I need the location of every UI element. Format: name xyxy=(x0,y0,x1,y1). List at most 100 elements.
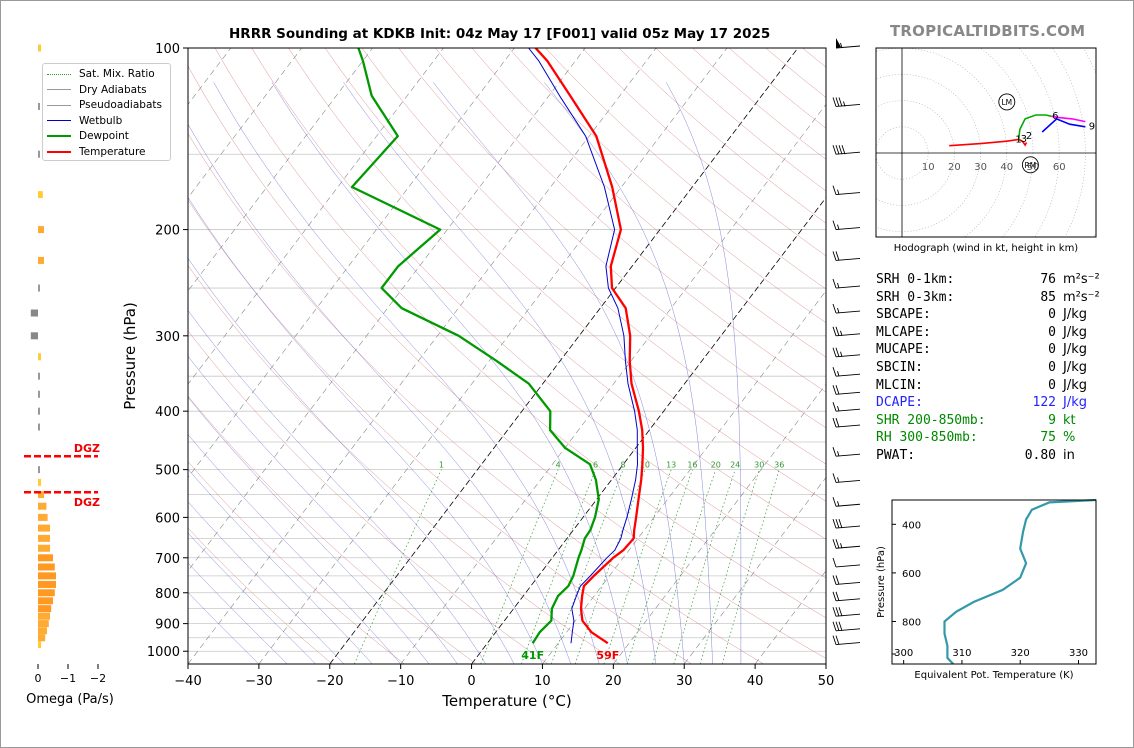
dry-adiabat xyxy=(214,48,826,619)
theta-e-frame xyxy=(891,499,1097,665)
omega-bar xyxy=(38,284,40,292)
stat-label: SBCIN: xyxy=(876,360,923,375)
wind-barb-staff xyxy=(835,45,861,49)
stat-label: MUCAPE: xyxy=(876,342,931,358)
wind-barb-staff xyxy=(835,581,861,585)
wind-barb xyxy=(832,347,861,358)
omega-bar xyxy=(38,478,41,486)
omega-bar xyxy=(38,150,40,158)
legend-swatch xyxy=(47,73,71,75)
theta-e-x-tick-label: 320 xyxy=(1011,648,1030,659)
x-tick-label: 40 xyxy=(747,674,764,689)
omega-bar xyxy=(38,44,41,52)
isotherm-line xyxy=(825,663,826,664)
wind-barb-line xyxy=(835,539,840,549)
wind-barb-line xyxy=(835,251,840,261)
legend-swatch xyxy=(47,135,71,138)
hodograph-trace xyxy=(1018,138,1028,147)
theta-e-x-tick-label: 310 xyxy=(952,648,971,659)
wind-barb-staff xyxy=(835,373,861,377)
wind-barb-line xyxy=(832,145,837,155)
wind-barb-line xyxy=(832,447,837,457)
stat-value: 122 xyxy=(1032,395,1056,411)
omega-bar xyxy=(38,191,43,199)
wind-barb-half xyxy=(837,451,840,457)
x-tick-label: −20 xyxy=(316,674,343,689)
wind-barb-staff xyxy=(835,151,861,155)
hodograph-height-label: 2 xyxy=(1026,131,1032,142)
moist-adiabat xyxy=(188,501,345,664)
stat-value: 0 xyxy=(1048,377,1056,393)
wind-barb-staff xyxy=(835,285,861,289)
wind-barb-line xyxy=(838,518,843,529)
stat-label: RH 300-850mb: xyxy=(876,430,978,446)
wind-barb xyxy=(832,591,861,602)
dry-adiabat xyxy=(435,48,826,393)
omega-bar xyxy=(38,589,55,597)
wind-barb-line xyxy=(832,97,837,107)
omega-bar xyxy=(38,612,50,620)
wind-barb-staff xyxy=(835,503,861,507)
omega-tick-label: 0 xyxy=(35,672,42,685)
x-tick-label: 50 xyxy=(818,674,835,689)
omega-bar xyxy=(38,605,52,613)
omega-bar xyxy=(38,641,41,649)
wind-barb-half xyxy=(840,351,843,357)
hodograph-ring-label: 10 xyxy=(922,162,935,173)
wind-barb-line xyxy=(832,347,837,357)
x-tick-label: −40 xyxy=(174,674,201,689)
stat-value: 0 xyxy=(1048,324,1056,340)
wind-barb-line xyxy=(835,621,840,631)
moist-adiabat xyxy=(188,532,316,664)
skewt-frame xyxy=(187,47,827,665)
wind-barb-staff xyxy=(835,227,861,231)
wind-barb xyxy=(832,557,861,568)
legend-label: Dry Adiabats xyxy=(79,83,147,96)
isotherm-line xyxy=(188,48,444,385)
y-tick-label: 900 xyxy=(155,618,180,633)
stat-unit: J/kg xyxy=(1063,360,1087,375)
theta-e-plot-area xyxy=(943,498,1097,665)
mixing-ratio-line xyxy=(652,469,717,664)
legend-swatch xyxy=(47,89,71,91)
isotherm-line xyxy=(329,48,799,664)
dry-adiabat xyxy=(188,199,692,664)
dry-adiabat xyxy=(325,48,826,502)
stat-label: SRH 0-3km: xyxy=(876,289,955,305)
wind-barb-line xyxy=(835,417,840,428)
x-tick-label: 0 xyxy=(467,674,475,689)
isotherm-line xyxy=(188,48,515,478)
wind-barb-line xyxy=(838,145,843,155)
stat-value: 85 xyxy=(1040,289,1056,305)
y-tick-label: 300 xyxy=(155,330,180,345)
moist-adiabat xyxy=(188,310,486,664)
wind-barb-line xyxy=(832,303,837,314)
isotherm-line xyxy=(471,196,826,664)
storm-motion-marker xyxy=(1021,156,1039,174)
wind-barb-line xyxy=(832,185,837,195)
omega-bar xyxy=(38,491,44,499)
x-tick-label: 10 xyxy=(534,674,551,689)
hodograph-plot-area: 10 20 30 40 50 60 132 6 9 LM RM xyxy=(876,48,1096,237)
stat-value: 9 xyxy=(1048,412,1056,428)
stat-unit: J/kg xyxy=(1063,342,1087,358)
stat-unit: J/kg xyxy=(1063,307,1087,323)
wind-barb xyxy=(832,220,861,231)
stat-unit: J/kg xyxy=(1063,377,1087,393)
omega-bar xyxy=(38,353,41,361)
wind-barb xyxy=(832,367,861,377)
wind-barb-staff xyxy=(835,391,861,395)
isotherm-line xyxy=(188,48,586,572)
stat-unit: J/kg xyxy=(1063,395,1087,411)
wind-barb-staff xyxy=(835,104,861,107)
wind-barb-line xyxy=(832,497,837,507)
wind-barb xyxy=(832,447,861,457)
wind-barb-staff xyxy=(835,598,861,602)
wind-barb-staff xyxy=(835,354,861,358)
wind-barb xyxy=(835,38,861,49)
hodograph-frame xyxy=(875,47,1097,238)
dry-adiabat xyxy=(188,330,549,664)
wind-barb-half xyxy=(840,42,843,49)
omega-bar xyxy=(30,309,38,317)
